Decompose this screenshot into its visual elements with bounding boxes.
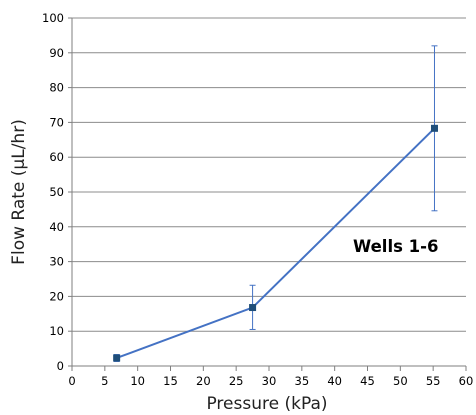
y-tick-label-70: 70 bbox=[49, 115, 64, 129]
axes bbox=[68, 17, 467, 371]
x-tick-label-55: 55 bbox=[426, 374, 441, 388]
y-axis-title: Flow Rate (µL/hr) bbox=[9, 119, 29, 265]
x-tick-label-20: 20 bbox=[196, 374, 211, 388]
x-tick-label-10: 10 bbox=[130, 374, 145, 388]
data-points bbox=[113, 124, 438, 362]
y-tick-label-100: 100 bbox=[42, 11, 64, 25]
y-tick-labels: 0 10 20 30 40 50 60 70 80 90 100 bbox=[42, 11, 64, 373]
y-tick-label-40: 40 bbox=[49, 220, 64, 234]
chart-annotation: Wells 1-6 bbox=[353, 237, 439, 256]
y-tick-label-50: 50 bbox=[49, 185, 64, 199]
y-tick-label-80: 80 bbox=[49, 81, 64, 95]
x-tick-label-5: 5 bbox=[101, 374, 108, 388]
gridlines bbox=[72, 17, 466, 332]
x-tick-label-0: 0 bbox=[68, 374, 75, 388]
error-bars bbox=[113, 45, 438, 362]
x-tick-label-40: 40 bbox=[327, 374, 342, 388]
y-tick-label-0: 0 bbox=[57, 359, 64, 373]
x-tick-label-30: 30 bbox=[262, 374, 277, 388]
x-tick-label-15: 15 bbox=[163, 374, 178, 388]
x-axis-title: Pressure (kPa) bbox=[206, 394, 327, 414]
x-tick-labels: 0 5 10 15 20 25 30 35 40 45 50 55 60 bbox=[68, 374, 473, 388]
x-tick-label-60: 60 bbox=[459, 374, 474, 388]
y-tick-label-60: 60 bbox=[49, 150, 64, 164]
data-point-1 bbox=[249, 304, 257, 312]
x-tick-label-25: 25 bbox=[229, 374, 244, 388]
data-point-0 bbox=[113, 354, 121, 362]
x-tick-label-50: 50 bbox=[393, 374, 408, 388]
y-tick-label-10: 10 bbox=[49, 324, 64, 338]
y-tick-label-20: 20 bbox=[49, 289, 64, 303]
x-tick-label-35: 35 bbox=[295, 374, 310, 388]
y-tick-label-90: 90 bbox=[49, 46, 64, 60]
data-point-2 bbox=[430, 124, 438, 132]
y-tick-label-30: 30 bbox=[49, 255, 64, 269]
x-tick-label-45: 45 bbox=[360, 374, 375, 388]
